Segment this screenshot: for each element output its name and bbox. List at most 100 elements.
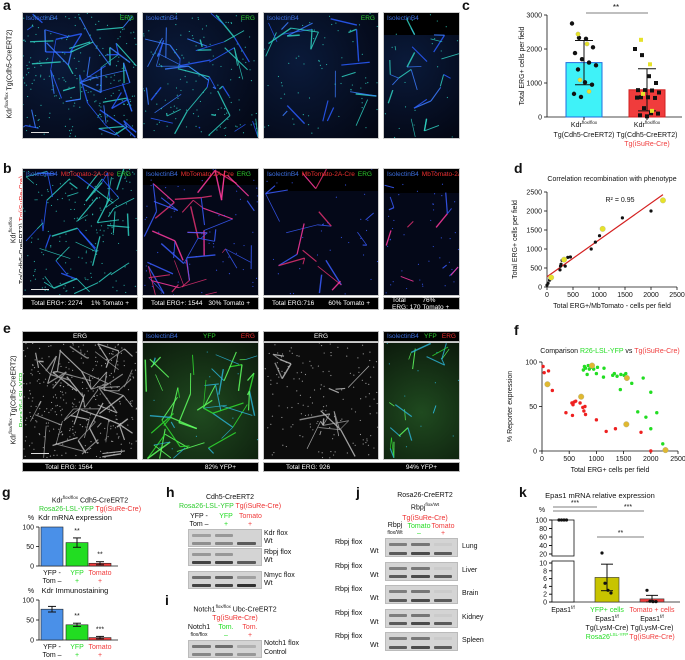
y-tick-label: 4 (543, 584, 547, 591)
gel-image (385, 538, 458, 557)
chart-g-immunostaining: % Kdr Immunostaining 0 50 100 YFP -Tom – ** YFP… (22, 586, 118, 659)
data-point-red (582, 409, 586, 413)
y-axis-label: Total ERG+ cells per field (512, 200, 519, 279)
data-point-yellow (623, 375, 630, 382)
lane-label-bottom: + (247, 632, 253, 639)
gel-band (433, 613, 452, 617)
title-text: Rbpj (410, 503, 426, 511)
data-point-red (583, 412, 588, 417)
title-text-red: Tg(iSuRe-Cre) (95, 505, 142, 513)
total-erg-count: Total ERG: 170 (392, 296, 421, 311)
significance-marker: *** (96, 626, 104, 633)
vessel-network (384, 14, 459, 138)
micrograph-a-1: IsolectinB4 ERG (22, 12, 138, 139)
data-point (590, 45, 596, 50)
panel-g-title: Kdrflox/flox Cdh5-CreERT2 Rosa26-LSL-YFP… (30, 494, 150, 514)
data-point (569, 21, 575, 26)
channel-label-erg: ERG (240, 15, 255, 22)
vessel-network (144, 351, 258, 459)
gel-band (411, 598, 430, 602)
r-squared-annotation: R² = 0.95 (606, 197, 635, 204)
y-tick-label: 8 (543, 568, 547, 575)
tissue-label: Lung (462, 543, 478, 550)
data-point-green (619, 372, 623, 377)
gel-band (389, 613, 408, 617)
genotype-text: Tg(Cdh5-CreERT2) (10, 355, 18, 417)
data-point (649, 209, 653, 213)
gel-band (192, 653, 211, 657)
data-point (576, 35, 582, 40)
data-point-highlight (584, 41, 590, 47)
data-point-red (639, 430, 643, 435)
panel-j-title: Rosa26-CreERT2 Rbpjflox/Wt Tg(iSuRe-Cre) (385, 492, 465, 524)
x-tick-label: 1000 (589, 456, 605, 463)
category-label: Epas1f/f (551, 605, 575, 614)
y-axis-label: Total ERG+ cells per field (519, 27, 526, 106)
chart-k: Epas1 mRNA relative expression%204060801… (535, 492, 680, 641)
data-point-green (602, 366, 606, 370)
lane-label-top: Tom. (218, 624, 234, 631)
lane-label-bottom: flox/Wt (387, 530, 403, 536)
data-point-green (624, 371, 628, 376)
data-point-green (595, 365, 600, 370)
channel-label-erg: ERG (240, 333, 255, 340)
caption-bar: Total ERG+: 1544 30% Tomato + (142, 297, 259, 310)
lane-label-top: YFP - (190, 513, 208, 520)
vessel-network (143, 169, 258, 295)
category-label: Tg(Cdh5-CreERT2) (617, 132, 678, 139)
data-point (643, 88, 647, 93)
gel-band (214, 575, 234, 579)
category-label-bottom: + (98, 652, 102, 659)
caption-bar: Total ERG:716 60% Tomato + (263, 297, 379, 310)
title-text: Cdh5-CreERT2 (205, 494, 255, 501)
gel-band (433, 637, 452, 641)
chart-f: 0 500 1000 1500 2000 2500 0 50 100 Total ERG+ cel… (507, 348, 685, 474)
data-point-green (583, 366, 588, 370)
data-point-red (604, 429, 608, 434)
title-text-red: Tg(iSuRe-Cre) (402, 515, 448, 523)
gel-band (192, 542, 211, 546)
title-text: Notch1 (193, 606, 216, 614)
data-point (603, 581, 607, 585)
lane-label-top: Tom. (242, 624, 258, 631)
gel-band (214, 644, 234, 648)
yfp-percentage: 94% YFP+ (405, 463, 437, 471)
gel-band (192, 575, 211, 579)
data-point (609, 591, 613, 595)
channel-label-isolectinb4: IsolectinB4 (26, 15, 58, 22)
gel-image (188, 571, 262, 589)
y-tick-label: 2500 (526, 190, 542, 197)
x-tick-label: 1000 (591, 292, 607, 299)
data-point (558, 268, 562, 272)
panel-label-f: f (514, 322, 519, 338)
genotype-sup: flox/flox (4, 92, 9, 108)
band-label-wt: Wt (370, 548, 379, 555)
lane-label-top: YFP (219, 513, 233, 520)
category-label-top: Tomato (89, 644, 112, 651)
category-label-green: Rosa26LSL-YFP (586, 632, 628, 641)
band-label-flox: Rbpj flox (335, 586, 363, 593)
data-point (582, 80, 588, 85)
panel-label-h: h (166, 484, 175, 500)
data-point-highlight (575, 31, 581, 37)
category-label-bottom: Tom – (42, 652, 61, 659)
gel-image (385, 608, 458, 628)
channel-label-erg: ERG (116, 171, 131, 178)
gel-band (389, 575, 408, 579)
band-label-wt: Wt (370, 642, 379, 649)
data-point (600, 551, 604, 555)
data-point-red (574, 399, 578, 403)
band-label-wt: Wt (370, 571, 379, 579)
scale-bar (31, 131, 49, 133)
bar (65, 624, 89, 641)
data-point-yellow (589, 362, 596, 369)
data-point (583, 36, 589, 41)
data-point-green (661, 442, 665, 446)
channel-label-isolectinb4: IsolectinB4 (387, 15, 419, 22)
data-point (642, 106, 646, 111)
data-point (559, 262, 563, 266)
band-label-flox: Notch1 flox (264, 640, 300, 647)
channel-labels: IsolectinB4 ERG (26, 15, 134, 22)
lane-label-top: Notch1 (187, 624, 211, 631)
y-tick-label: 2000 (526, 47, 542, 54)
